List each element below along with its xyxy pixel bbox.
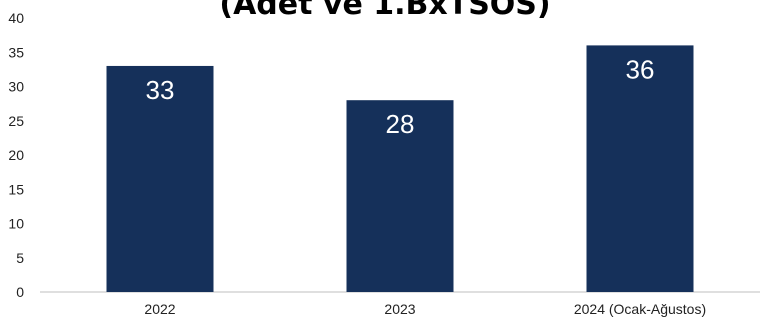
bar <box>346 100 454 292</box>
data-labels: 33 28 36 <box>146 54 655 139</box>
bar-data-label: 28 <box>386 109 415 139</box>
bar-data-label: 33 <box>146 75 175 105</box>
y-tick-label: 30 <box>8 79 24 95</box>
x-category-label: 2022 <box>144 301 175 317</box>
bar <box>106 65 214 292</box>
bar <box>586 45 694 293</box>
bar-data-label: 36 <box>626 54 655 84</box>
x-axis: 2022 2023 2024 (Ocak-Ağustos) <box>144 301 706 317</box>
y-tick-label: 10 <box>8 216 24 232</box>
y-tick-label: 40 <box>8 10 24 26</box>
chart-title: (Adet ve 1.BxTSOS) <box>219 0 550 22</box>
x-category-label: 2023 <box>384 301 415 317</box>
bars <box>106 45 694 293</box>
y-tick-label: 25 <box>8 113 24 129</box>
x-category-label: 2024 (Ocak-Ağustos) <box>574 301 706 317</box>
y-tick-label: 15 <box>8 181 24 197</box>
y-tick-label: 0 <box>16 284 24 300</box>
y-tick-label: 35 <box>8 44 24 60</box>
y-axis: 0 5 10 15 20 25 30 35 40 <box>8 10 24 300</box>
y-tick-label: 20 <box>8 147 24 163</box>
chart-title-text: (Adet ve 1.BxTSOS) <box>219 0 550 22</box>
y-tick-label: 5 <box>16 250 24 266</box>
